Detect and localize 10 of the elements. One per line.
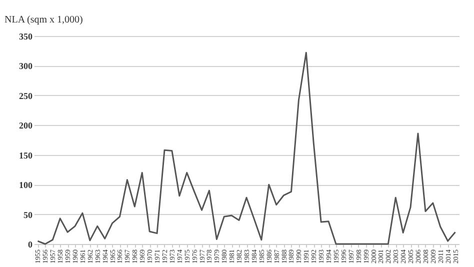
y-tick-label: 350 — [19, 32, 33, 42]
y-tick-label: 50 — [24, 210, 33, 220]
y-tick-label: 200 — [19, 120, 33, 131]
y-tick-label: 150 — [19, 150, 33, 160]
y-tick-label: 100 — [19, 180, 33, 190]
y-axis-title: NLA (sqm x 1,000) — [4, 14, 83, 26]
y-tick-label: 0 — [28, 240, 33, 250]
y-tick-label: 300 — [19, 61, 33, 72]
line-series — [36, 52, 456, 245]
y-tick-label: 250 — [19, 90, 33, 101]
